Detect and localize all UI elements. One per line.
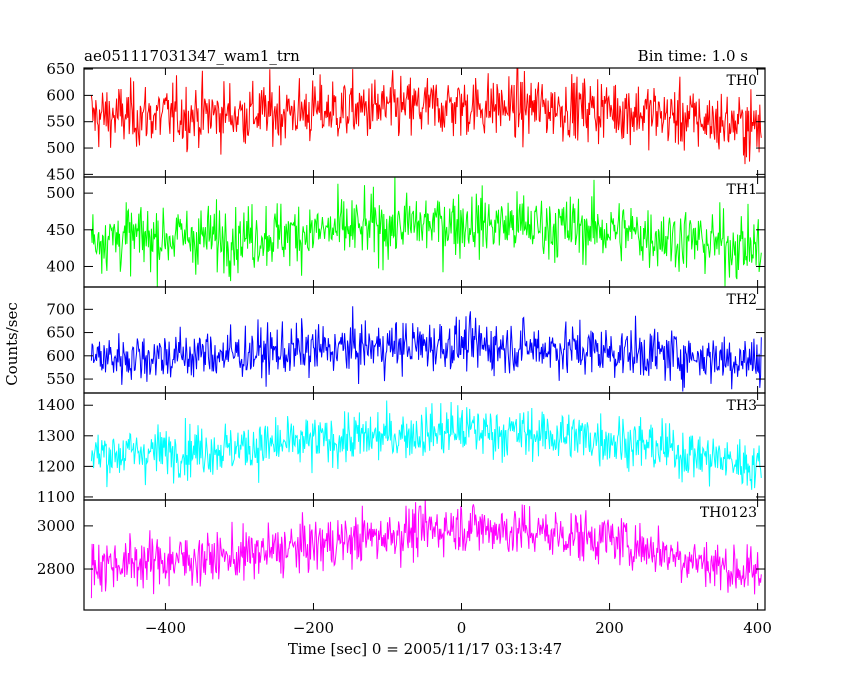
series-th1: [90, 177, 762, 287]
panel-label: TH1: [727, 182, 757, 198]
panel-th0123: 2800 3000 TH0123: [37, 499, 766, 611]
panel-th0: 450 500 550 600 650 TH0: [46, 60, 766, 183]
x-tick-label: 0: [457, 619, 467, 637]
y-tick-label: 1300: [37, 427, 75, 445]
y-tick-label: 1200: [37, 457, 75, 475]
panel-th2: 550 600 650 700 TH2: [46, 286, 766, 394]
series-th0123: [90, 500, 762, 599]
panel-label: TH0123: [700, 505, 757, 521]
x-tick-label: 200: [595, 619, 624, 637]
series-th2: [90, 306, 762, 392]
y-tick-label: 500: [46, 139, 75, 157]
y-tick-label: 2800: [37, 560, 75, 578]
y-axis-label: Counts/sec: [3, 302, 21, 386]
y-tick-label: 1100: [37, 488, 75, 506]
panel-label: TH2: [727, 292, 757, 308]
panel-label: TH0: [727, 73, 757, 89]
y-tick-label: 650: [46, 324, 75, 342]
y-tick-label: 650: [46, 60, 75, 78]
y-tick-label: 450: [46, 221, 75, 239]
x-axis: −400 −200 0 200 400: [145, 619, 772, 637]
x-tick-label: 400: [743, 619, 772, 637]
bin-time-label: Bin time: 1.0 s: [638, 47, 748, 65]
y-tick-label: 400: [46, 257, 75, 275]
y-tick-label: 550: [46, 113, 75, 131]
y-tick-label: 1400: [37, 396, 75, 414]
chart-title: ae051117031347_wam1_trn: [84, 47, 300, 65]
series-th0: [90, 68, 762, 165]
series-th3: [90, 400, 762, 490]
y-tick-label: 3000: [37, 517, 75, 535]
x-axis-label: Time [sec] 0 = 2005/11/17 03:13:47: [288, 640, 562, 658]
panel-frame: [83, 499, 766, 611]
x-tick-label: −400: [145, 619, 186, 637]
y-tick-label: 500: [46, 184, 75, 202]
y-tick-label: 600: [46, 347, 75, 365]
panel-th1: 400 450 500 TH1: [46, 176, 766, 288]
panel-th3: 1100 1200 1300 1400 TH3: [37, 392, 766, 506]
y-tick-label: 550: [46, 370, 75, 388]
y-tick-label: 700: [46, 300, 75, 318]
y-tick-label: 450: [46, 165, 75, 183]
panel-label: TH3: [727, 398, 757, 414]
y-tick-label: 600: [46, 86, 75, 104]
x-tick-label: −200: [293, 619, 334, 637]
